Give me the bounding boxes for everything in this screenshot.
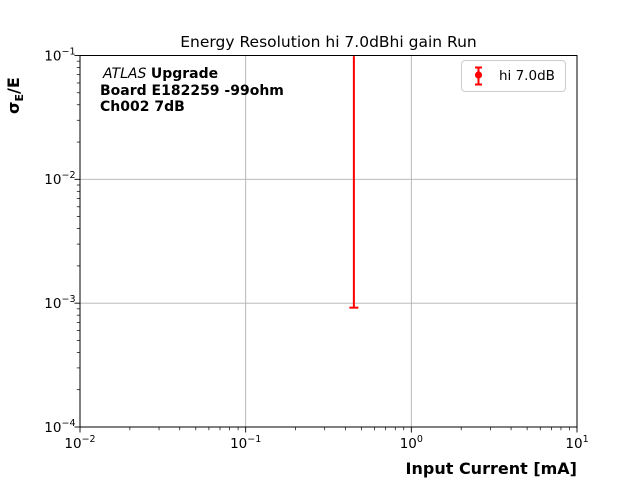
annotation-line3: Ch002 7dB — [100, 99, 185, 115]
x-tick-label: 10−2 — [64, 434, 95, 452]
annotation-block: ATLAS Upgrade Board E182259 -99ohm Ch002… — [100, 66, 284, 116]
annotation-line1: ATLAS Upgrade — [103, 66, 284, 83]
ylabel-suffix: /E — [4, 77, 23, 95]
ylabel-base: σ — [4, 101, 23, 114]
x-tick-label: 100 — [400, 434, 423, 452]
legend-label: hi 7.0dB — [499, 68, 555, 84]
ylabel-subscript: E — [13, 94, 27, 102]
y-tick-label: 10−2 — [44, 170, 75, 188]
y-axis-label: σE/E — [4, 77, 26, 114]
annotation-upgrade: Upgrade — [150, 66, 219, 82]
axes-frame — [79, 55, 578, 428]
y-tick-label: 10−4 — [44, 418, 75, 436]
y-tick-label: 10−1 — [44, 46, 75, 64]
errorbar-marker-icon — [474, 66, 483, 86]
chart-title: Energy Resolution hi 7.0dBhi gain Run — [180, 33, 477, 51]
annotation-atlas: ATLAS — [103, 66, 147, 82]
x-tick-label: 10−1 — [230, 434, 261, 452]
y-tick-label: 10−3 — [44, 294, 75, 312]
x-axis-label: Input Current [mA] — [405, 459, 577, 478]
annotation-line2: Board E182259 -99ohm — [100, 82, 284, 99]
x-tick-label: 101 — [565, 434, 588, 452]
legend: hi 7.0dB — [461, 60, 566, 92]
